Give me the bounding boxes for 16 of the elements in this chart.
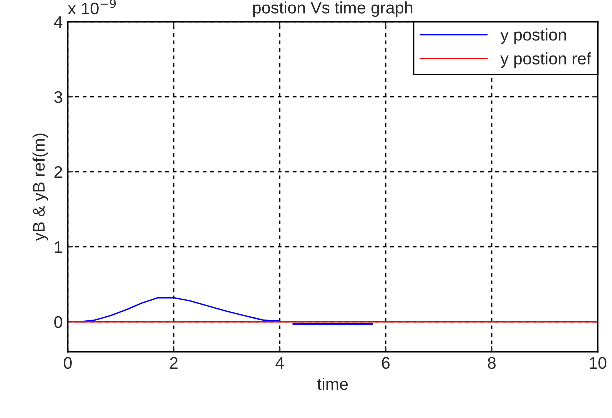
x-tick-label: 4 [276,357,284,369]
x-tick-label: 2 [170,357,178,369]
legend-label: y postion [500,28,566,44]
y-tick-label: 4 [54,16,63,28]
x-tick-label: 0 [64,357,72,370]
y-axis-title: yB & yB ref(m) [32,134,48,242]
y-tick-label: 3 [54,91,62,104]
y-tick-label: 2 [54,166,62,178]
x-axis-title: time [318,378,348,390]
chart-title: postion Vs time graph [253,2,413,18]
legend-label: y postion ref [500,52,592,68]
y-tick-label: 0 [54,316,62,328]
x-tick-label: 10 [590,357,607,370]
y-tick-label: 1 [55,242,62,254]
x-tick-label: 8 [488,357,496,370]
x-tick-label: 6 [382,357,390,370]
